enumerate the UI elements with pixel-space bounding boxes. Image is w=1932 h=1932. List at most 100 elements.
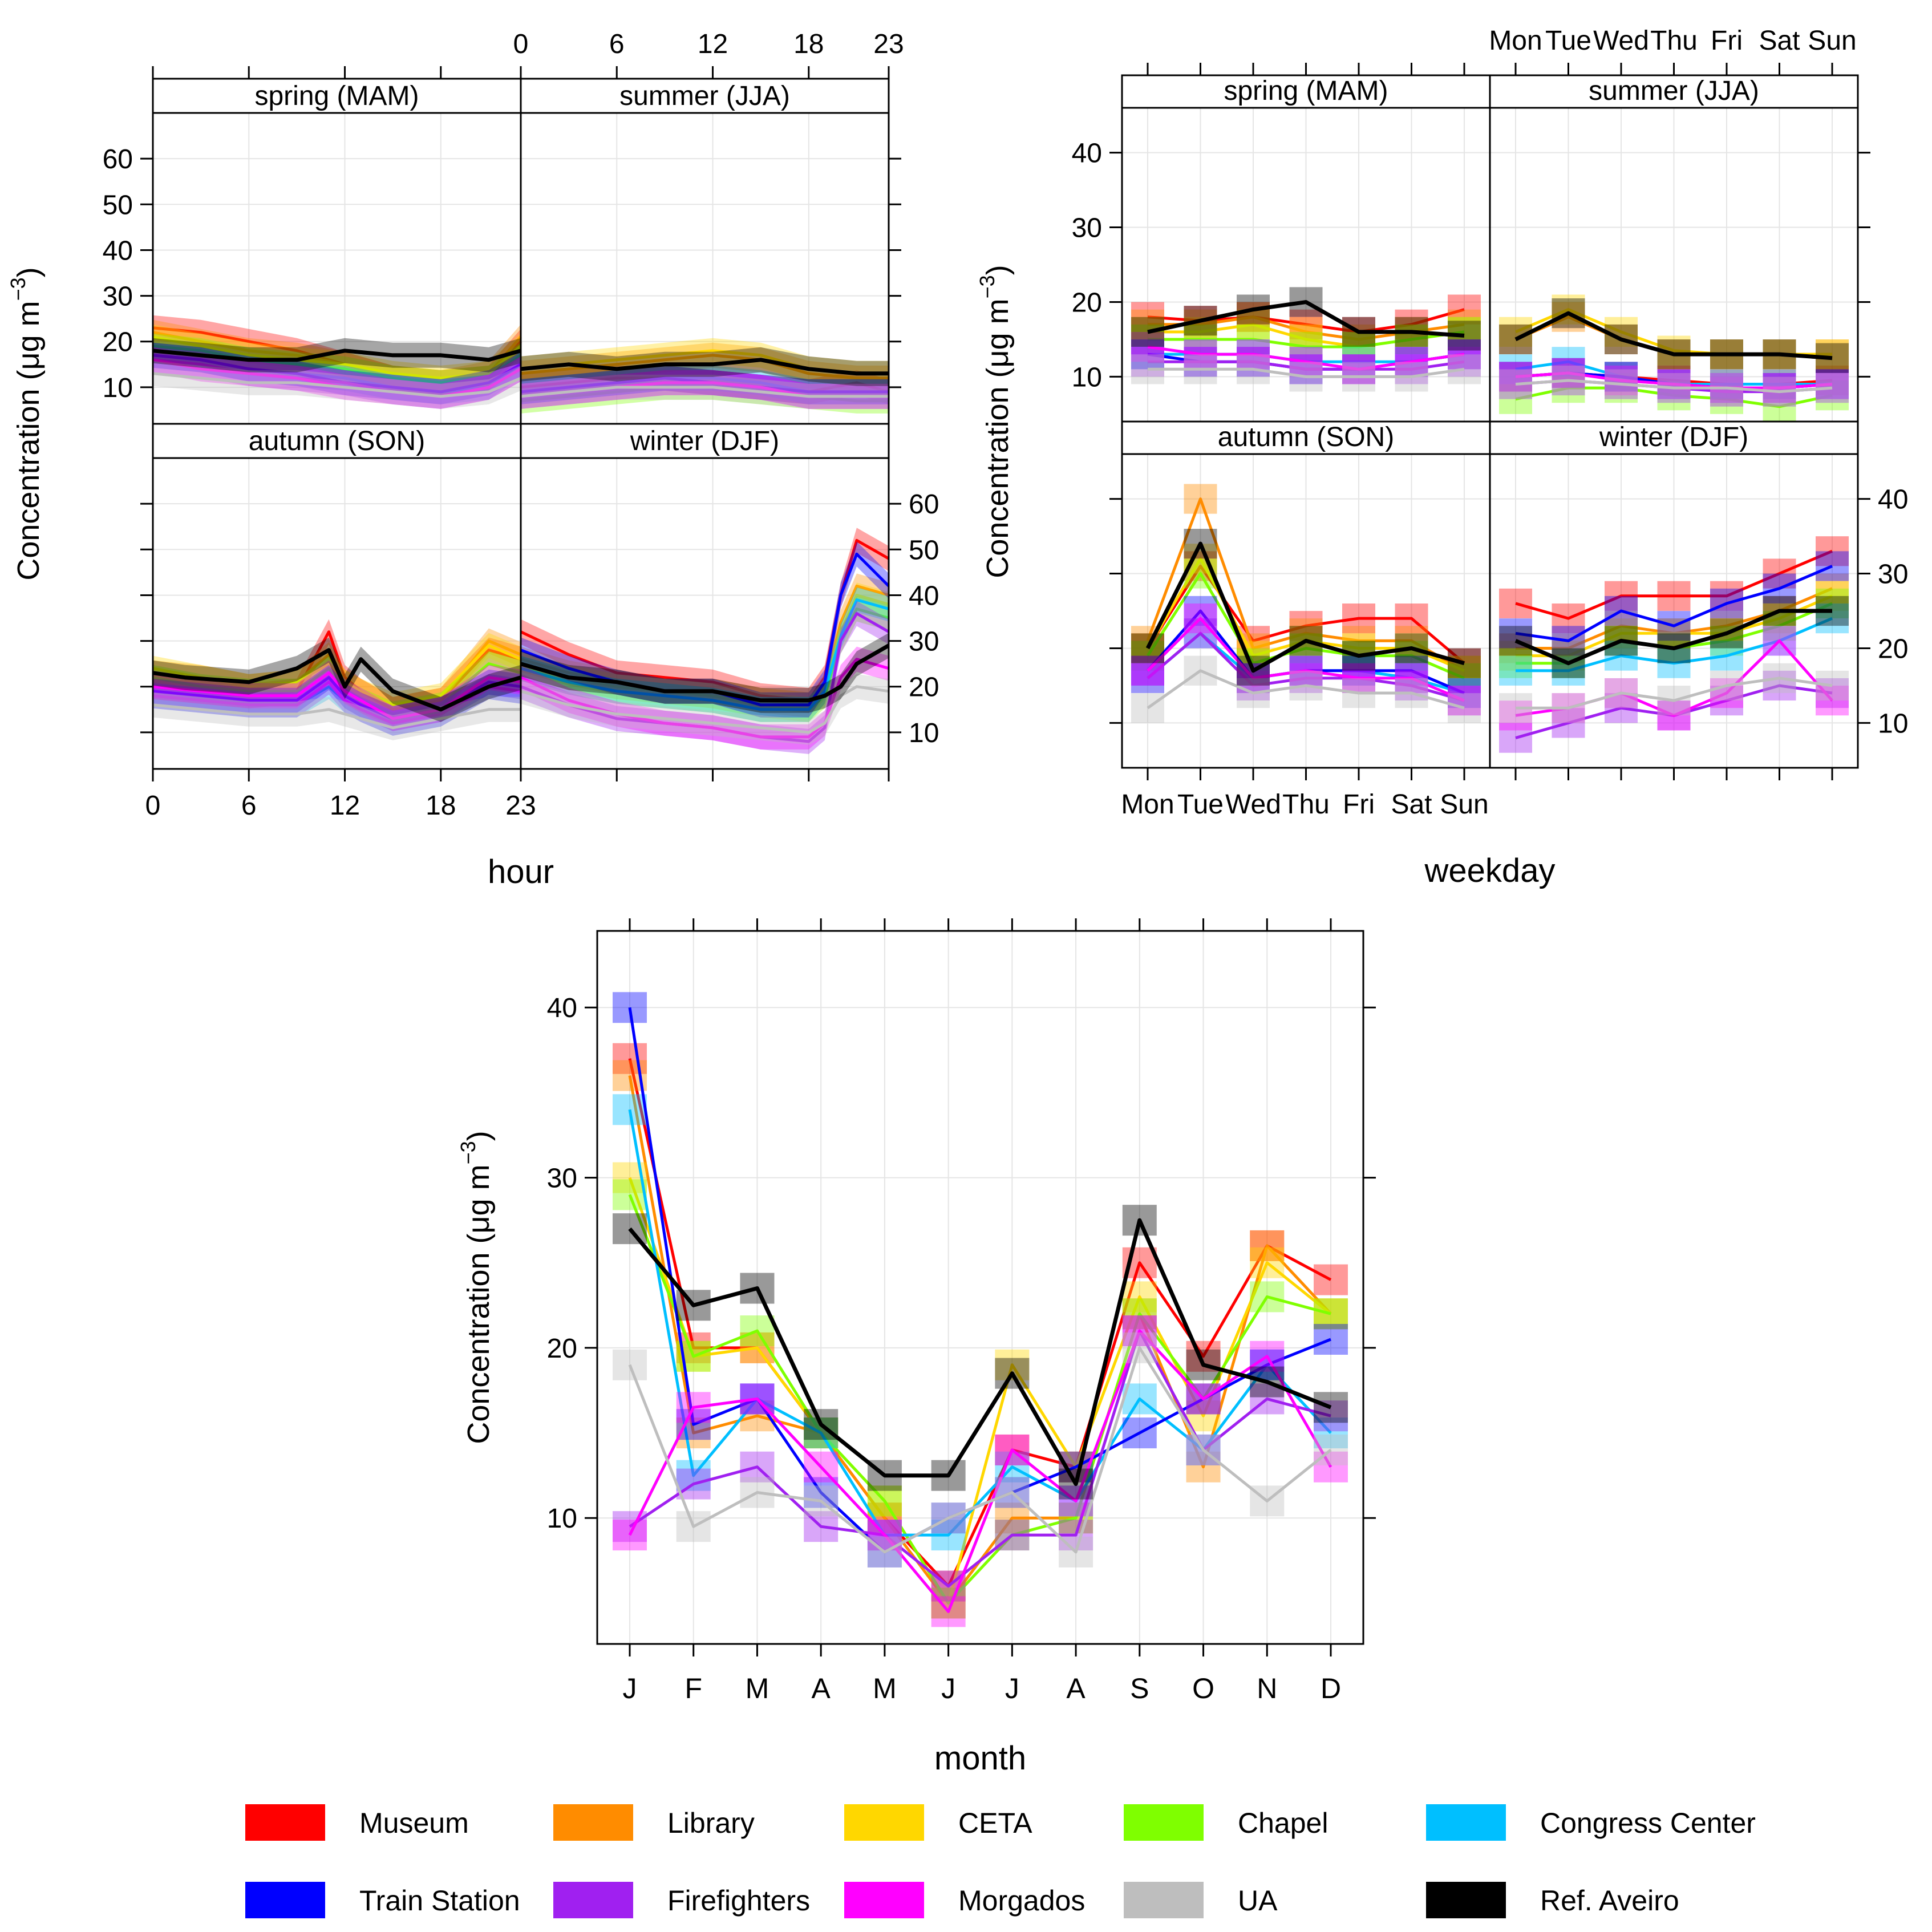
y-tick-label: 10 bbox=[547, 1504, 577, 1534]
x-tick-label: M bbox=[746, 1672, 769, 1704]
band-ref-aveiro-1 bbox=[521, 347, 889, 386]
band-museum-3 bbox=[521, 528, 889, 713]
x-tick-label: S bbox=[1130, 1672, 1149, 1704]
strip-summer-jja bbox=[520, 78, 890, 114]
ci-box-ref-aveiro-11 bbox=[1314, 1392, 1348, 1423]
line-ref-aveiro-1 bbox=[520, 358, 889, 376]
band-morgados-0 bbox=[153, 347, 521, 409]
strip-label: spring (MAM) bbox=[1224, 76, 1388, 106]
legend-item-museum: Museum bbox=[245, 1804, 469, 1841]
x-tick-label: J bbox=[1005, 1672, 1019, 1704]
line-library-2 bbox=[1146, 497, 1465, 672]
legend-swatch bbox=[844, 1804, 924, 1841]
y-axis-label: Concentration (μg m−3) bbox=[6, 267, 46, 580]
band-ceta-0 bbox=[153, 324, 521, 391]
line-morgados-0 bbox=[1147, 345, 1465, 371]
line-museum-3 bbox=[1515, 549, 1833, 620]
band-ref-aveiro-0 bbox=[153, 338, 521, 372]
line-ceta-3 bbox=[1516, 594, 1833, 658]
line-morgados-2 bbox=[152, 671, 521, 720]
weekday-panel-autumn-son: autumn (SON) bbox=[1121, 420, 1491, 769]
x-tick-label: A bbox=[1066, 1672, 1086, 1704]
band-ua-3 bbox=[521, 674, 889, 745]
line-firefighters-0 bbox=[1148, 360, 1465, 371]
line-chapel-1 bbox=[1515, 386, 1833, 408]
x-tick-label: M bbox=[873, 1672, 897, 1704]
y-axis-label-superscript: −3 bbox=[975, 275, 999, 298]
legend-swatch bbox=[1124, 1804, 1204, 1841]
legend: Museum Library CETA Chapel Congress Center Tr… bbox=[245, 1804, 1756, 1918]
y-tick-label: 20 bbox=[547, 1334, 577, 1364]
legend-item-congress-center: Congress Center bbox=[1426, 1804, 1756, 1841]
y-tick-label: 60 bbox=[103, 144, 133, 175]
band-museum-0 bbox=[153, 315, 521, 395]
ci-box-firefighters-3-0 bbox=[1499, 723, 1532, 753]
strip-label: winter (DJF) bbox=[630, 426, 779, 456]
line-ref-aveiro-2 bbox=[152, 648, 521, 712]
ci-box-ceta-0-6 bbox=[1448, 317, 1481, 347]
line-ref-aveiro-2 bbox=[1145, 541, 1465, 673]
x-axis-label: hour bbox=[488, 853, 554, 890]
y-axis-label: Concentration (μg m−3) bbox=[975, 265, 1015, 578]
weekday-panel-winter-djf: winter (DJF) bbox=[1489, 420, 1859, 769]
ci-box-ref-aveiro-0 bbox=[613, 1213, 647, 1245]
x-tick-label: N bbox=[1257, 1672, 1277, 1704]
y-tick-label: 20 bbox=[1072, 287, 1102, 318]
ci-box-museum-0-6 bbox=[1448, 294, 1481, 325]
legend-item-library: Library bbox=[553, 1804, 755, 1841]
legend-item-chapel: Chapel bbox=[1124, 1804, 1328, 1841]
y-axis-label: Concentration (μg m−3) bbox=[456, 1131, 496, 1444]
y-tick-label: 10 bbox=[103, 373, 133, 403]
weekday-chart: spring (MAM) summer (JJA) autumn (SON) wint… bbox=[975, 26, 1908, 889]
legend-label: Train Station bbox=[359, 1885, 520, 1917]
band-firefighters-1 bbox=[521, 370, 889, 409]
line-congress-center-3 bbox=[520, 598, 889, 711]
x-tick-label: O bbox=[1192, 1672, 1214, 1704]
legend-swatch bbox=[553, 1882, 633, 1918]
x-tick-label: A bbox=[812, 1672, 831, 1704]
legend-label: Chapel bbox=[1238, 1807, 1328, 1839]
line-morgados bbox=[628, 1329, 1332, 1613]
y-tick-label-right: 10 bbox=[909, 718, 939, 748]
y-tick-label-right: 20 bbox=[1878, 634, 1908, 664]
x-tick-label: J bbox=[623, 1672, 637, 1704]
legend-swatch bbox=[245, 1882, 325, 1918]
strip-label: winter (DJF) bbox=[1599, 422, 1748, 452]
y-tick-label: 30 bbox=[103, 282, 133, 312]
y-tick-label: 40 bbox=[547, 993, 577, 1023]
legend-label: Congress Center bbox=[1540, 1807, 1756, 1839]
ci-box-morgados-2-6 bbox=[1448, 686, 1481, 716]
line-morgados-1 bbox=[1515, 371, 1833, 390]
legend-label: Ref. Aveiro bbox=[1540, 1885, 1679, 1917]
x-tick-label: F bbox=[684, 1672, 702, 1704]
line-chapel-0 bbox=[1148, 330, 1465, 349]
x-tick-label-top: Fri bbox=[1711, 26, 1743, 56]
line-chapel-0 bbox=[152, 345, 522, 384]
ci-box-firefighters-2-6 bbox=[1448, 686, 1481, 716]
line-firefighters bbox=[629, 1329, 1331, 1588]
strip-spring-mam bbox=[152, 78, 522, 114]
ci-box-morgados-3-6 bbox=[1816, 686, 1849, 716]
line-train-station-3 bbox=[1515, 565, 1833, 642]
x-axis-label: weekday bbox=[1424, 852, 1556, 889]
band-train-station-2 bbox=[153, 665, 521, 731]
y-tick-label: 40 bbox=[1072, 139, 1102, 169]
line-ref-aveiro-3 bbox=[1514, 609, 1832, 666]
line-ua-0 bbox=[152, 372, 521, 398]
strip-winter-djf bbox=[520, 423, 890, 459]
band-morgados-1 bbox=[521, 370, 889, 409]
line-ua-2 bbox=[152, 703, 521, 730]
line-train-station bbox=[628, 1007, 1331, 1554]
ci-box-ua-2-6 bbox=[1448, 693, 1481, 723]
x-tick-label: 6 bbox=[241, 791, 257, 821]
x-tick-label: D bbox=[1321, 1672, 1341, 1704]
strip-label: summer (JJA) bbox=[619, 81, 790, 111]
x-tick-label: Fri bbox=[1343, 789, 1375, 820]
line-ua-2 bbox=[1147, 669, 1465, 710]
x-tick-label: 0 bbox=[145, 791, 161, 821]
x-tick-label-top: Wed bbox=[1593, 26, 1649, 56]
legend-item-morgados: Morgados bbox=[844, 1882, 1085, 1918]
band-ua-1 bbox=[521, 374, 889, 409]
line-ref-aveiro-3 bbox=[520, 643, 890, 703]
strip-autumn-son bbox=[1121, 420, 1491, 455]
